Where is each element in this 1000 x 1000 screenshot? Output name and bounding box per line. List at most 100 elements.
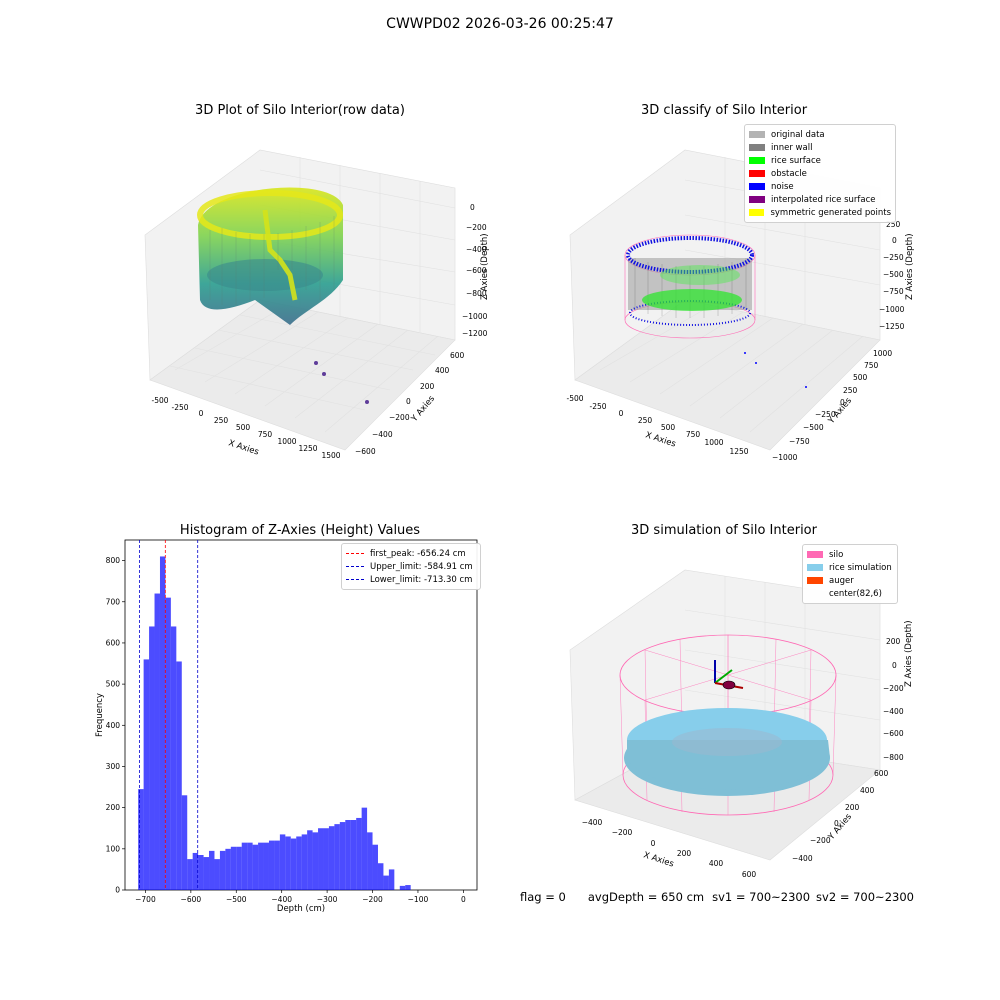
legend-item: noise <box>749 180 891 193</box>
y-tick-label: 800 <box>106 556 121 565</box>
tick-label: 250 <box>843 386 858 395</box>
raw-3d-plot: -500 -250 0 250 500 750 1000 1250 1500 X… <box>144 149 490 460</box>
tick-label: 0 <box>619 409 624 418</box>
histogram-bar <box>345 820 351 890</box>
tick-label: 0 <box>840 398 845 407</box>
legend-swatch <box>807 551 823 558</box>
histogram-bar <box>339 822 346 890</box>
x-tick-label: −600 <box>181 895 202 904</box>
tick-label: −200 <box>810 836 831 845</box>
tick-label: −600 <box>466 266 487 275</box>
rice-simulation-surface <box>624 708 830 796</box>
tick-label: 500 <box>236 423 251 432</box>
tick-label: 200 <box>886 637 901 646</box>
tick-label: −1200 <box>462 329 488 338</box>
tick-label: -500 <box>151 396 168 405</box>
tick-label: −400 <box>372 430 393 439</box>
tick-label: 250 <box>886 220 901 229</box>
tick-label: −400 <box>582 818 603 827</box>
histogram-bar <box>230 846 237 890</box>
histogram-bar <box>198 855 204 890</box>
tick-label: 600 <box>874 769 889 778</box>
histogram-bar <box>388 869 395 890</box>
tick-label: 0 <box>406 397 411 406</box>
legend-item: obstacle <box>749 167 891 180</box>
histogram-bar <box>367 832 373 890</box>
histogram-bar <box>138 789 144 890</box>
histogram-bar <box>170 626 177 890</box>
histogram-y-label: Frequency <box>95 693 105 737</box>
simulation-z-label: Z Axies (Depth) <box>904 620 914 687</box>
histogram-bar <box>187 859 193 890</box>
histogram-bar <box>192 852 199 890</box>
legend-swatch <box>749 157 765 164</box>
tick-label: −400 <box>792 854 813 863</box>
tick-label: -500 <box>566 394 583 403</box>
raw-floor-pane <box>149 299 456 451</box>
tick-label: 400 <box>709 859 724 868</box>
raw-outlier-point <box>365 400 369 404</box>
simulation-x-label: X Axies <box>642 850 675 869</box>
tick-label: −200 <box>466 223 487 232</box>
histogram-bar <box>323 828 329 890</box>
auger-marker <box>714 660 744 690</box>
tick-label: 500 <box>853 373 868 382</box>
histogram-bar <box>307 830 313 890</box>
tick-label: 0 <box>199 409 204 418</box>
histogram-bar <box>263 842 269 890</box>
histogram-bar <box>372 844 378 890</box>
histogram-bar <box>405 885 411 890</box>
legend-swatch <box>749 209 765 216</box>
tick-label: −800 <box>466 289 487 298</box>
tick-label: 200 <box>845 803 860 812</box>
raw-x-label: X Axies <box>227 438 260 457</box>
y-tick-label: 500 <box>106 680 121 689</box>
classify-3d-plot: -500 -250 0 250 500 750 1000 1250 X Axie… <box>566 149 915 462</box>
tick-label: −1000 <box>879 305 905 314</box>
tick-label: 250 <box>638 416 653 425</box>
raw-y-label: Y Axies <box>409 394 437 425</box>
x-tick-label: −200 <box>362 895 383 904</box>
raw-y-ticks: 600 400 200 0 −200 −400 −600 <box>355 351 465 456</box>
tick-label: 0 <box>651 839 656 848</box>
tick-label: -250 <box>171 403 188 412</box>
tick-label: 1000 <box>873 349 892 358</box>
histogram-bar <box>312 832 319 890</box>
histogram-bar <box>383 875 389 890</box>
legend-line <box>346 553 364 554</box>
histogram-bar <box>328 826 335 890</box>
legend-item: auger <box>807 574 893 587</box>
sv2-value: sv2 = 700~2300 <box>816 890 914 904</box>
histogram-reference-lines <box>138 540 199 890</box>
simulation-plot-title: 3D simulation of Silo Interior <box>631 523 817 538</box>
histogram-x-label: Depth (cm) <box>277 904 325 914</box>
tick-label: 1500 <box>321 451 340 460</box>
simulation-legend: silo rice simulation auger center(82,6) <box>802 544 898 604</box>
classify-point-cloud <box>624 234 807 388</box>
histogram-title: Histogram of Z-Axies (Height) Values <box>179 523 421 538</box>
tick-label: −1000 <box>462 312 488 321</box>
raw-plot-title: 3D Plot of Silo Interior(row data) <box>195 103 405 118</box>
tick-label: −800 <box>883 753 904 762</box>
legend-item: rice surface <box>749 154 891 167</box>
raw-x-ticks: -500 -250 0 250 500 750 1000 1250 1500 <box>151 396 340 460</box>
histogram-bar <box>252 844 259 890</box>
tick-label: −750 <box>789 437 810 446</box>
histogram-bar <box>301 834 308 890</box>
raw-z-ticks: 0 −200 −400 −600 −800 −1000 −1200 <box>462 203 488 338</box>
legend-item: interpolated rice surface <box>749 193 891 206</box>
avg-depth-value: avgDepth = 650 cm <box>587 890 705 904</box>
y-tick-label: 0 <box>115 886 120 895</box>
histogram-bar <box>159 556 166 890</box>
legend-item: silo <box>807 548 893 561</box>
histogram-x-ticks: −700 −600 −500 −400 −300 −200 −100 0 <box>135 890 466 904</box>
y-tick-label: 200 <box>106 803 121 812</box>
tick-label: 0 <box>470 203 475 212</box>
tick-label: 1250 <box>298 444 317 453</box>
legend-item: inner wall <box>749 141 891 154</box>
tick-label: 750 <box>864 361 879 370</box>
histogram-bars <box>138 556 411 890</box>
tick-label: −200 <box>389 413 410 422</box>
tick-label: 500 <box>661 423 676 432</box>
histogram-bar <box>241 842 248 890</box>
